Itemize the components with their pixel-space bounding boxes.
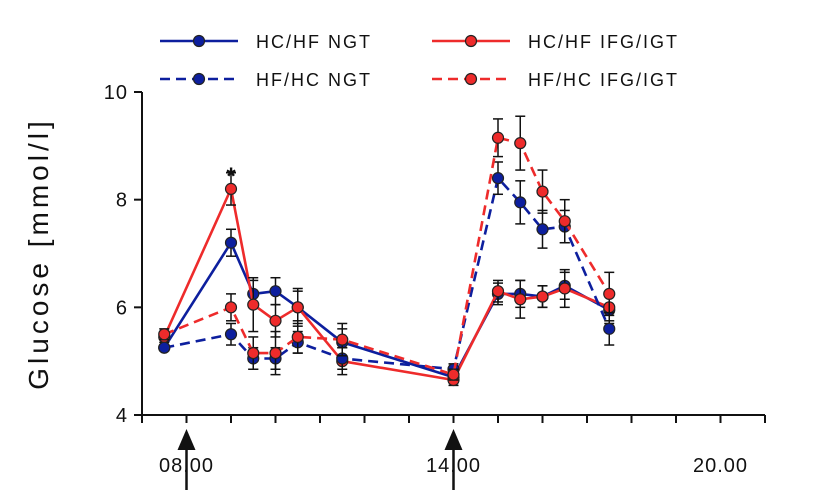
data-point bbox=[336, 333, 349, 346]
y-tick-label: 10 bbox=[104, 82, 128, 104]
data-point bbox=[447, 368, 460, 381]
data-point bbox=[536, 223, 549, 236]
legend-item: HC/HF IFG/IGT bbox=[432, 32, 679, 52]
annotations: * bbox=[226, 163, 236, 190]
data-point bbox=[158, 341, 171, 354]
data-point bbox=[269, 285, 282, 298]
data-point bbox=[224, 301, 238, 314]
legend-item: HF/HC NGT bbox=[160, 70, 372, 90]
legend-swatch-marker bbox=[192, 72, 206, 86]
data-point bbox=[269, 314, 282, 327]
data-point bbox=[224, 236, 238, 249]
y-tick-label: 8 bbox=[116, 190, 128, 212]
data-point bbox=[158, 328, 171, 341]
series-layer bbox=[158, 115, 616, 387]
data-point bbox=[224, 182, 238, 195]
series-line bbox=[163, 136, 611, 376]
data-point bbox=[514, 137, 527, 150]
legend-label: HC/HF IFG/IGT bbox=[528, 32, 679, 52]
legend-label: HF/HC NGT bbox=[256, 70, 372, 90]
meal-arrow-head bbox=[177, 429, 196, 450]
data-point bbox=[491, 131, 505, 144]
data-point bbox=[558, 282, 571, 295]
data-point bbox=[491, 172, 505, 185]
data-point bbox=[291, 330, 304, 344]
data-point bbox=[491, 285, 505, 298]
data-point bbox=[558, 215, 571, 228]
legend-swatch-marker bbox=[464, 34, 478, 48]
data-point bbox=[224, 328, 238, 341]
series-4 bbox=[158, 115, 616, 381]
legend-label: HC/HF NGT bbox=[256, 32, 372, 52]
legend-item: HC/HF NGT bbox=[160, 32, 372, 52]
legend-swatch-marker bbox=[464, 72, 478, 86]
data-point bbox=[603, 322, 616, 335]
legend: HC/HF NGT HC/HF IFG/IGT HF/HC NGT HF/HC IFG… bbox=[160, 32, 679, 90]
data-point bbox=[269, 346, 282, 360]
data-point bbox=[514, 196, 527, 209]
data-point bbox=[536, 290, 549, 303]
significance-marker: * bbox=[226, 163, 236, 190]
legend-item: HF/HC IFG/IGT bbox=[432, 70, 679, 90]
data-point bbox=[247, 346, 260, 360]
data-point bbox=[291, 301, 304, 314]
y-axis-label: Glucose [mmol/l] bbox=[23, 117, 54, 390]
data-point bbox=[536, 185, 549, 198]
data-point bbox=[247, 298, 260, 311]
data-point bbox=[603, 287, 616, 300]
data-point bbox=[514, 293, 527, 306]
legend-label: HF/HC IFG/IGT bbox=[528, 70, 679, 90]
x-tick-label: 20.00 bbox=[693, 455, 748, 477]
y-tick-label: 6 bbox=[116, 297, 128, 319]
legend-swatch-marker bbox=[192, 34, 206, 48]
meal-arrow-head bbox=[444, 429, 463, 450]
y-tick-label: 4 bbox=[116, 405, 128, 427]
